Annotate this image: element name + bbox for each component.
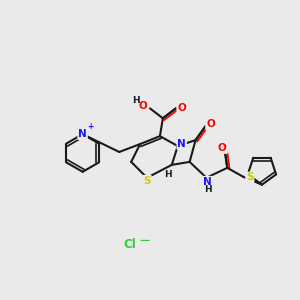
Text: −: −: [138, 233, 150, 248]
Text: O: O: [206, 119, 215, 129]
Text: S: S: [143, 176, 151, 186]
Text: N: N: [78, 129, 87, 139]
Text: Cl: Cl: [124, 238, 136, 250]
Text: S: S: [246, 172, 253, 182]
Text: H: H: [204, 185, 211, 194]
Text: O: O: [218, 143, 227, 153]
Text: N: N: [203, 177, 212, 187]
Text: O: O: [139, 101, 147, 111]
Text: N: N: [177, 139, 186, 149]
Text: H: H: [132, 96, 140, 105]
Text: +: +: [87, 122, 94, 131]
Text: H: H: [164, 170, 172, 179]
Text: O: O: [177, 103, 186, 113]
